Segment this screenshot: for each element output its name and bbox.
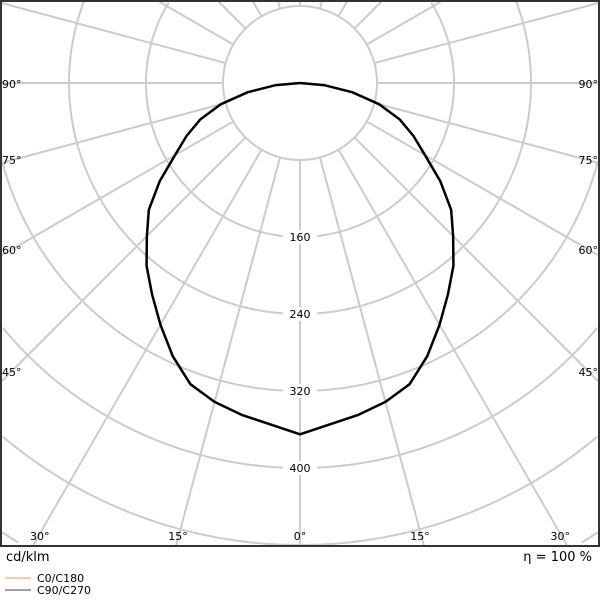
angle-label-right: 30°	[551, 530, 571, 543]
efficiency-label: η = 100 %	[523, 550, 592, 565]
grid-ring	[515, 1, 532, 83]
grid-radial-line	[218, 1, 247, 30]
angle-label-bottom: 0°	[294, 530, 307, 543]
radial-tick-label: 160	[290, 231, 311, 244]
angle-label-right: 90°	[579, 78, 599, 91]
grid-radial-line	[337, 1, 348, 17]
grid-radial-line	[1, 101, 226, 164]
grid-ring	[68, 1, 532, 315]
radial-tick-label: 400	[290, 462, 311, 475]
legend-label: C0/C180	[37, 572, 84, 585]
angle-label-right: 75°	[579, 154, 599, 167]
chart-frame	[0, 0, 600, 547]
grid-ring	[430, 1, 455, 83]
angle-label-left: 60°	[2, 244, 22, 257]
radial-tick-label: 240	[290, 308, 311, 321]
grid-radial-line	[318, 1, 323, 9]
grid-radial-line	[277, 1, 282, 9]
angle-label-bottom: 15°	[410, 530, 430, 543]
grid-radial-line	[366, 120, 599, 256]
grid-ring	[145, 1, 455, 238]
angle-label-left: 90°	[2, 78, 22, 91]
grid-radial-line	[1, 120, 234, 256]
angle-label-left: 30°	[30, 530, 50, 543]
grid-radial-line	[159, 1, 234, 46]
grid-radial-line	[1, 2, 226, 65]
unit-label: cd/klm	[6, 550, 50, 565]
angle-label-left: 75°	[2, 154, 22, 167]
grid-ring	[581, 531, 599, 544]
intensity-curve	[145, 81, 455, 436]
grid-radial-line	[366, 1, 441, 46]
radial-tick-label: 320	[290, 385, 311, 398]
grid-ring	[1, 531, 19, 544]
angle-label-right: 60°	[579, 244, 599, 257]
angle-label-bottom: 15°	[168, 530, 188, 543]
grid-radial-line	[353, 136, 599, 382]
grid-radial-line	[1, 136, 247, 382]
grid-radial-line	[318, 157, 425, 546]
grid-radial-line	[353, 1, 382, 30]
grid-radial-line	[175, 157, 282, 546]
angle-label-right: 45°	[579, 366, 599, 379]
angle-label-left: 45°	[2, 366, 22, 379]
grid-radial-line	[337, 149, 568, 546]
legend-label: C90/C270	[37, 584, 91, 597]
grid-radial-line	[252, 1, 263, 17]
grid-radial-line	[32, 149, 263, 546]
grid-radial-line	[374, 101, 599, 164]
grid-radial-line	[374, 2, 599, 65]
